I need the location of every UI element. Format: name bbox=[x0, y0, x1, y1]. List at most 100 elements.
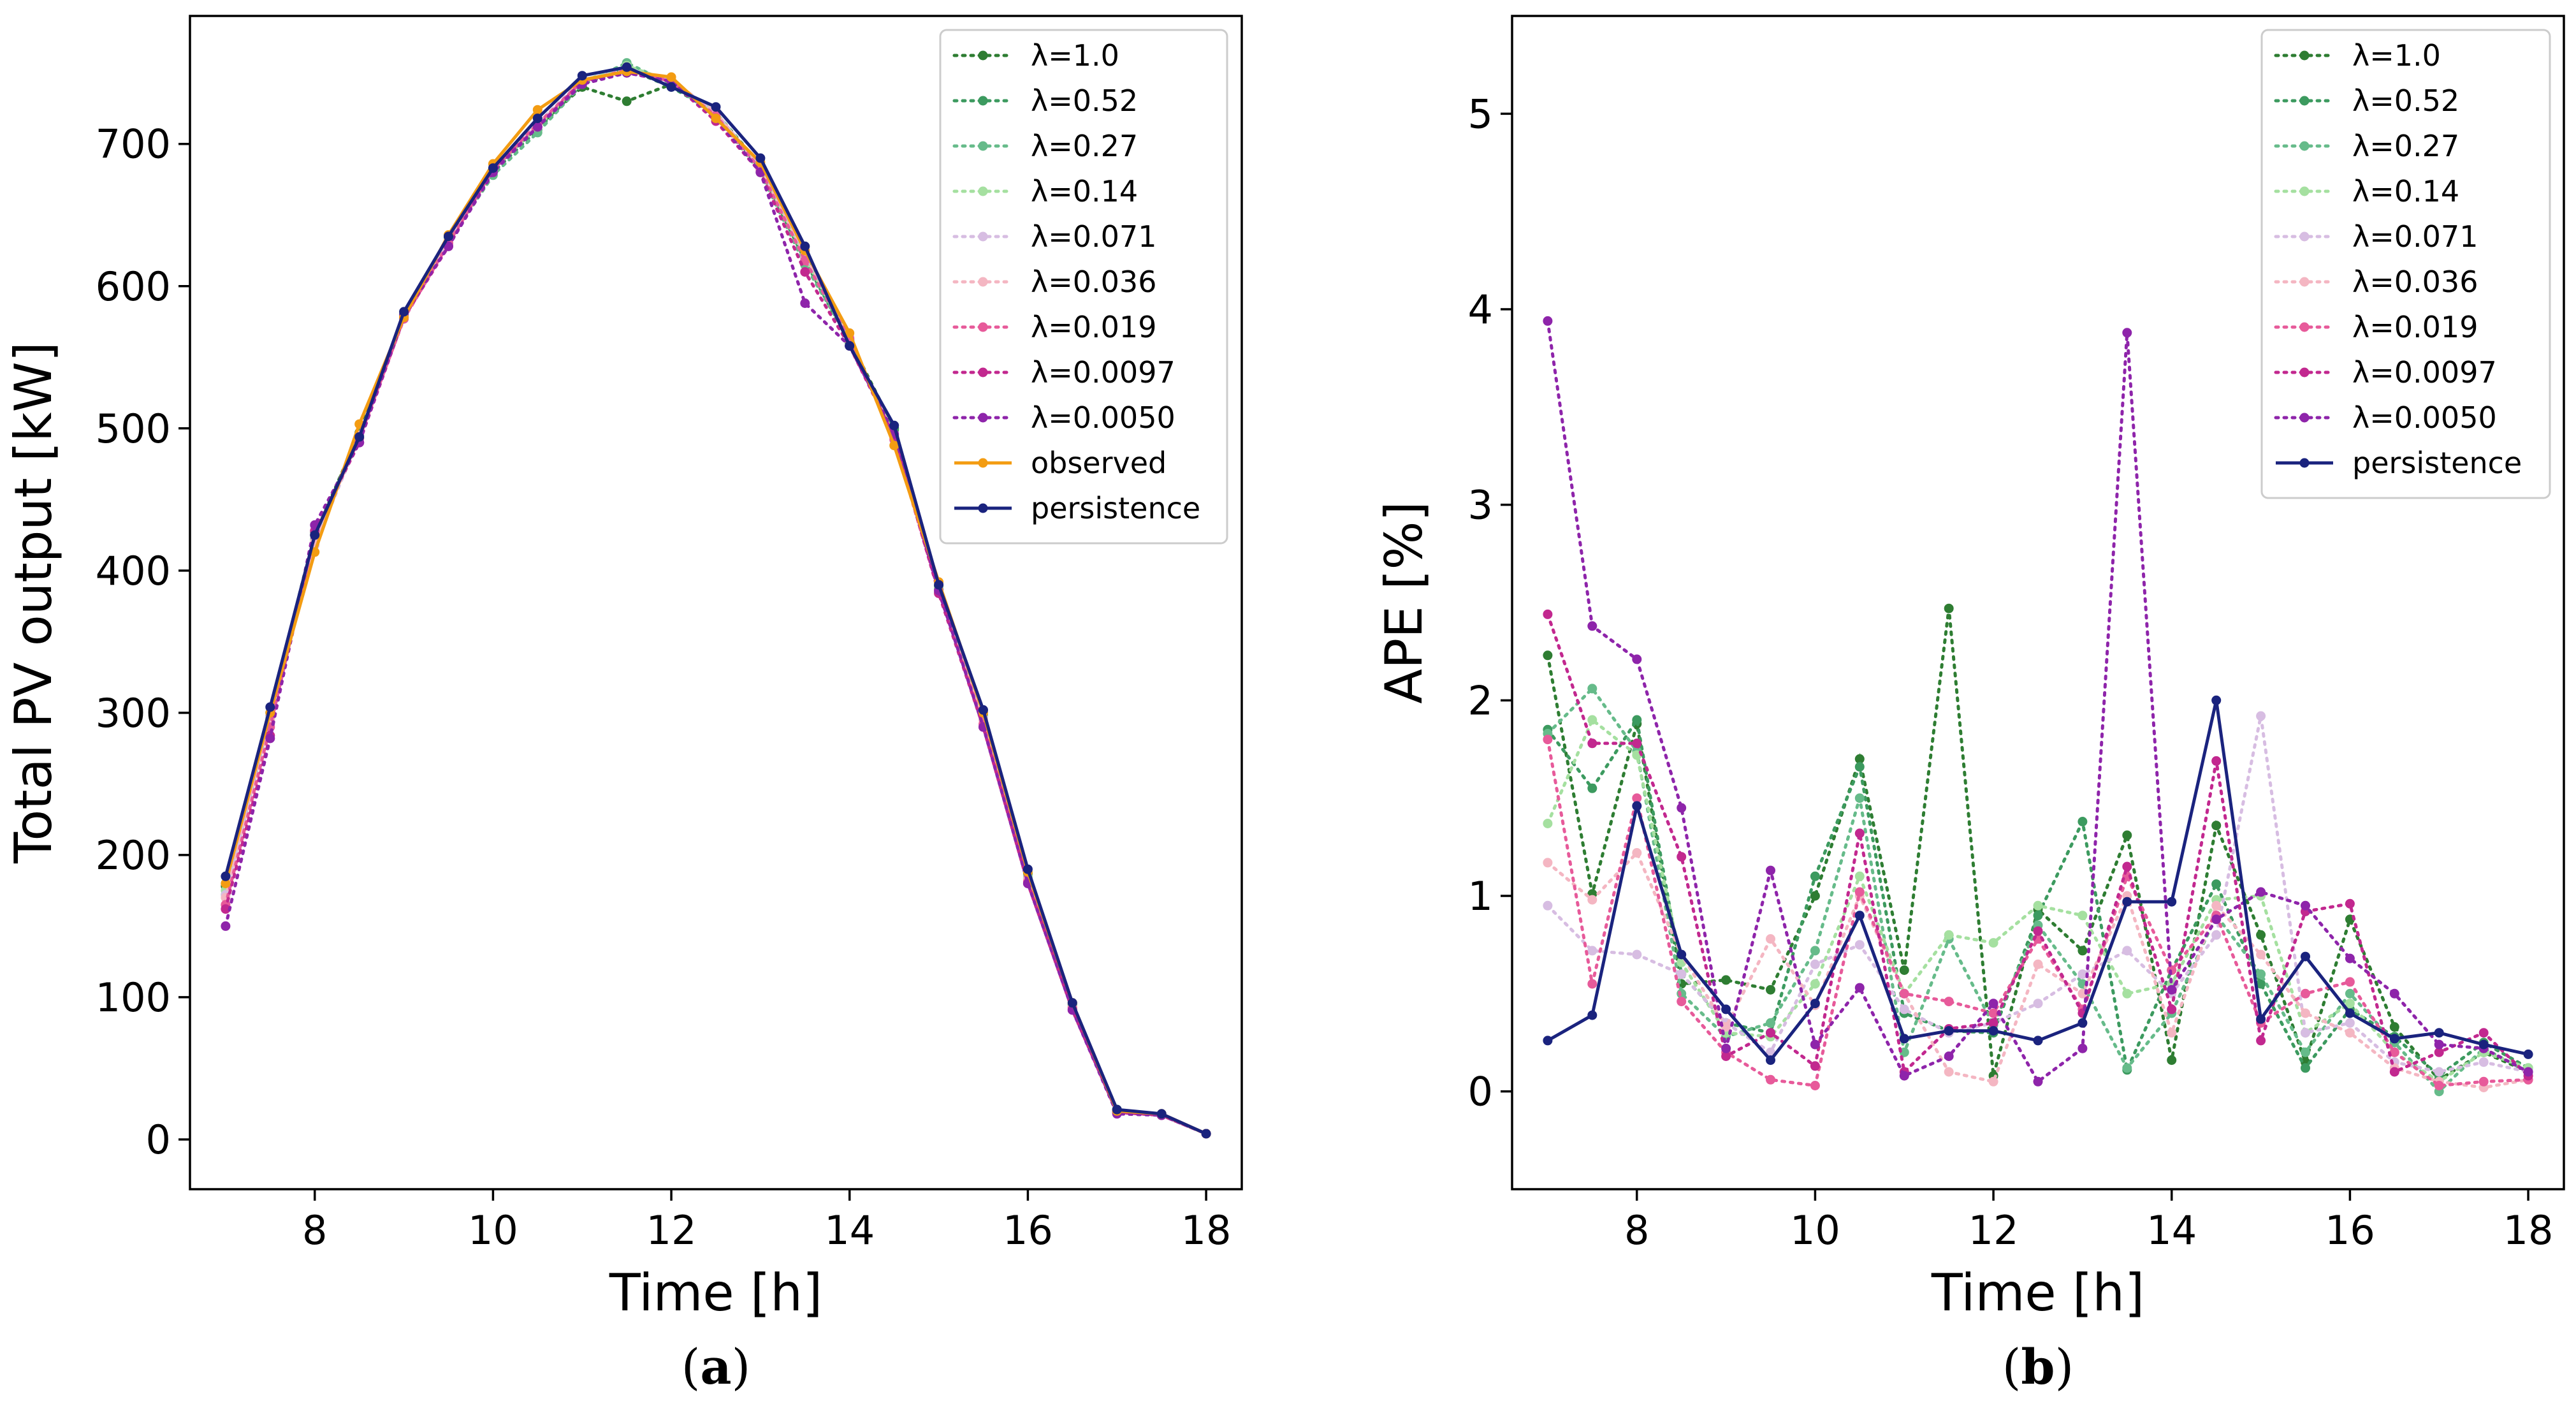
axes-frame bbox=[189, 15, 1243, 1190]
data-point bbox=[2256, 1014, 2266, 1024]
legend-label: λ=0.019 bbox=[1031, 310, 1156, 344]
legend-entry: λ=0.27 bbox=[2274, 129, 2459, 163]
legend-marker bbox=[978, 277, 988, 287]
data-point bbox=[1944, 1051, 1954, 1061]
data-point bbox=[1632, 801, 1642, 811]
legend-entry: persistence bbox=[954, 491, 1200, 525]
legend-entry: λ=0.52 bbox=[2274, 84, 2459, 118]
series-10 bbox=[221, 62, 1211, 1139]
series-line bbox=[1546, 850, 2530, 1090]
legend-entry: λ=0.071 bbox=[2274, 219, 2478, 254]
legend-entry: λ=0.0050 bbox=[2274, 400, 2497, 435]
data-point bbox=[666, 72, 676, 82]
data-point bbox=[1067, 998, 1077, 1008]
legend-label: λ=0.071 bbox=[2352, 219, 2478, 254]
data-point bbox=[2523, 1067, 2533, 1077]
data-point bbox=[221, 904, 231, 914]
data-point bbox=[1632, 949, 1642, 960]
data-point bbox=[1810, 1061, 1820, 1071]
data-point bbox=[2122, 830, 2132, 840]
legend-label: λ=0.071 bbox=[1031, 219, 1156, 254]
data-point bbox=[711, 114, 721, 124]
legend-marker bbox=[978, 50, 988, 61]
data-point bbox=[800, 298, 810, 308]
data-point bbox=[1944, 603, 1954, 613]
series-6 bbox=[1543, 735, 2533, 1090]
data-point bbox=[2211, 756, 2222, 766]
data-point bbox=[1944, 997, 1954, 1007]
data-point bbox=[2033, 1076, 2043, 1087]
data-point bbox=[1721, 975, 1731, 985]
y-axis-label: APE [%] bbox=[1374, 501, 1434, 703]
data-point bbox=[1854, 754, 1865, 764]
data-point bbox=[2256, 969, 2266, 979]
legend-entry: λ=0.14 bbox=[2274, 174, 2459, 209]
legend-marker bbox=[978, 367, 988, 377]
x-axis-label: Time [h] bbox=[1931, 1263, 2144, 1322]
data-point bbox=[1632, 793, 1642, 803]
data-point bbox=[1677, 997, 1687, 1007]
data-point bbox=[889, 441, 899, 451]
data-point bbox=[2301, 1063, 2310, 1073]
data-point bbox=[2033, 900, 2043, 911]
legend-entry: observed bbox=[954, 446, 1167, 480]
legend-entry: λ=0.14 bbox=[952, 174, 1138, 209]
data-point bbox=[2478, 1039, 2489, 1050]
data-point bbox=[2434, 1067, 2444, 1077]
data-point bbox=[2301, 1028, 2310, 1038]
series-line bbox=[224, 71, 1208, 1136]
data-point bbox=[2389, 1034, 2399, 1044]
x-tick-label: 18 bbox=[1181, 1207, 1232, 1254]
data-point bbox=[1587, 895, 1597, 905]
legend-marker bbox=[2299, 458, 2310, 468]
legend-entry: λ=0.019 bbox=[952, 310, 1156, 344]
data-point bbox=[1988, 1026, 1998, 1036]
data-point bbox=[1677, 803, 1687, 813]
y-tick-label: 1 bbox=[1468, 873, 1493, 919]
data-point bbox=[532, 105, 542, 115]
data-point bbox=[2122, 988, 2132, 999]
data-point bbox=[1022, 864, 1033, 874]
legend-label: λ=0.27 bbox=[2352, 129, 2459, 163]
data-point bbox=[1543, 1036, 1553, 1046]
data-point bbox=[666, 82, 676, 92]
data-point bbox=[1766, 865, 1775, 875]
data-point bbox=[2345, 1018, 2355, 1028]
legend-label: λ=0.036 bbox=[1031, 265, 1156, 299]
x-tick-label: 16 bbox=[1003, 1207, 1053, 1254]
legend-label: λ=0.0097 bbox=[2352, 355, 2497, 390]
data-point bbox=[1810, 959, 1820, 969]
legend-label: λ=0.019 bbox=[2352, 310, 2478, 344]
data-point bbox=[2211, 900, 2222, 911]
data-point bbox=[1944, 1026, 1954, 1036]
legend-marker bbox=[2299, 277, 2310, 287]
data-point bbox=[1721, 1051, 1731, 1061]
legend-entry: λ=0.071 bbox=[952, 219, 1156, 254]
data-point bbox=[1944, 930, 1954, 940]
series-4 bbox=[1543, 711, 2533, 1077]
data-point bbox=[1721, 1043, 1731, 1053]
legend-entry: λ=0.036 bbox=[952, 265, 1156, 299]
data-point bbox=[1587, 621, 1597, 631]
data-point bbox=[845, 328, 855, 338]
data-point bbox=[1632, 654, 1642, 664]
legend-entry: λ=1.0 bbox=[2274, 38, 2441, 73]
y-tick-label: 500 bbox=[96, 406, 171, 452]
data-point bbox=[1766, 934, 1775, 944]
data-point bbox=[1854, 762, 1865, 772]
data-point bbox=[1677, 969, 1687, 979]
legend-label: λ=0.036 bbox=[2352, 265, 2478, 299]
data-point bbox=[532, 114, 542, 124]
data-point bbox=[488, 163, 498, 173]
data-point bbox=[2389, 988, 2399, 999]
data-point bbox=[2167, 897, 2177, 907]
panel-label: (a) bbox=[681, 1338, 751, 1395]
legend-label: λ=0.52 bbox=[1031, 84, 1138, 118]
data-point bbox=[1766, 1055, 1775, 1065]
legend-label: λ=0.0097 bbox=[1031, 355, 1175, 390]
y-tick-label: 0 bbox=[1468, 1069, 1493, 1115]
data-point bbox=[1810, 979, 1820, 989]
data-point bbox=[1632, 715, 1642, 725]
data-point bbox=[1587, 684, 1597, 694]
